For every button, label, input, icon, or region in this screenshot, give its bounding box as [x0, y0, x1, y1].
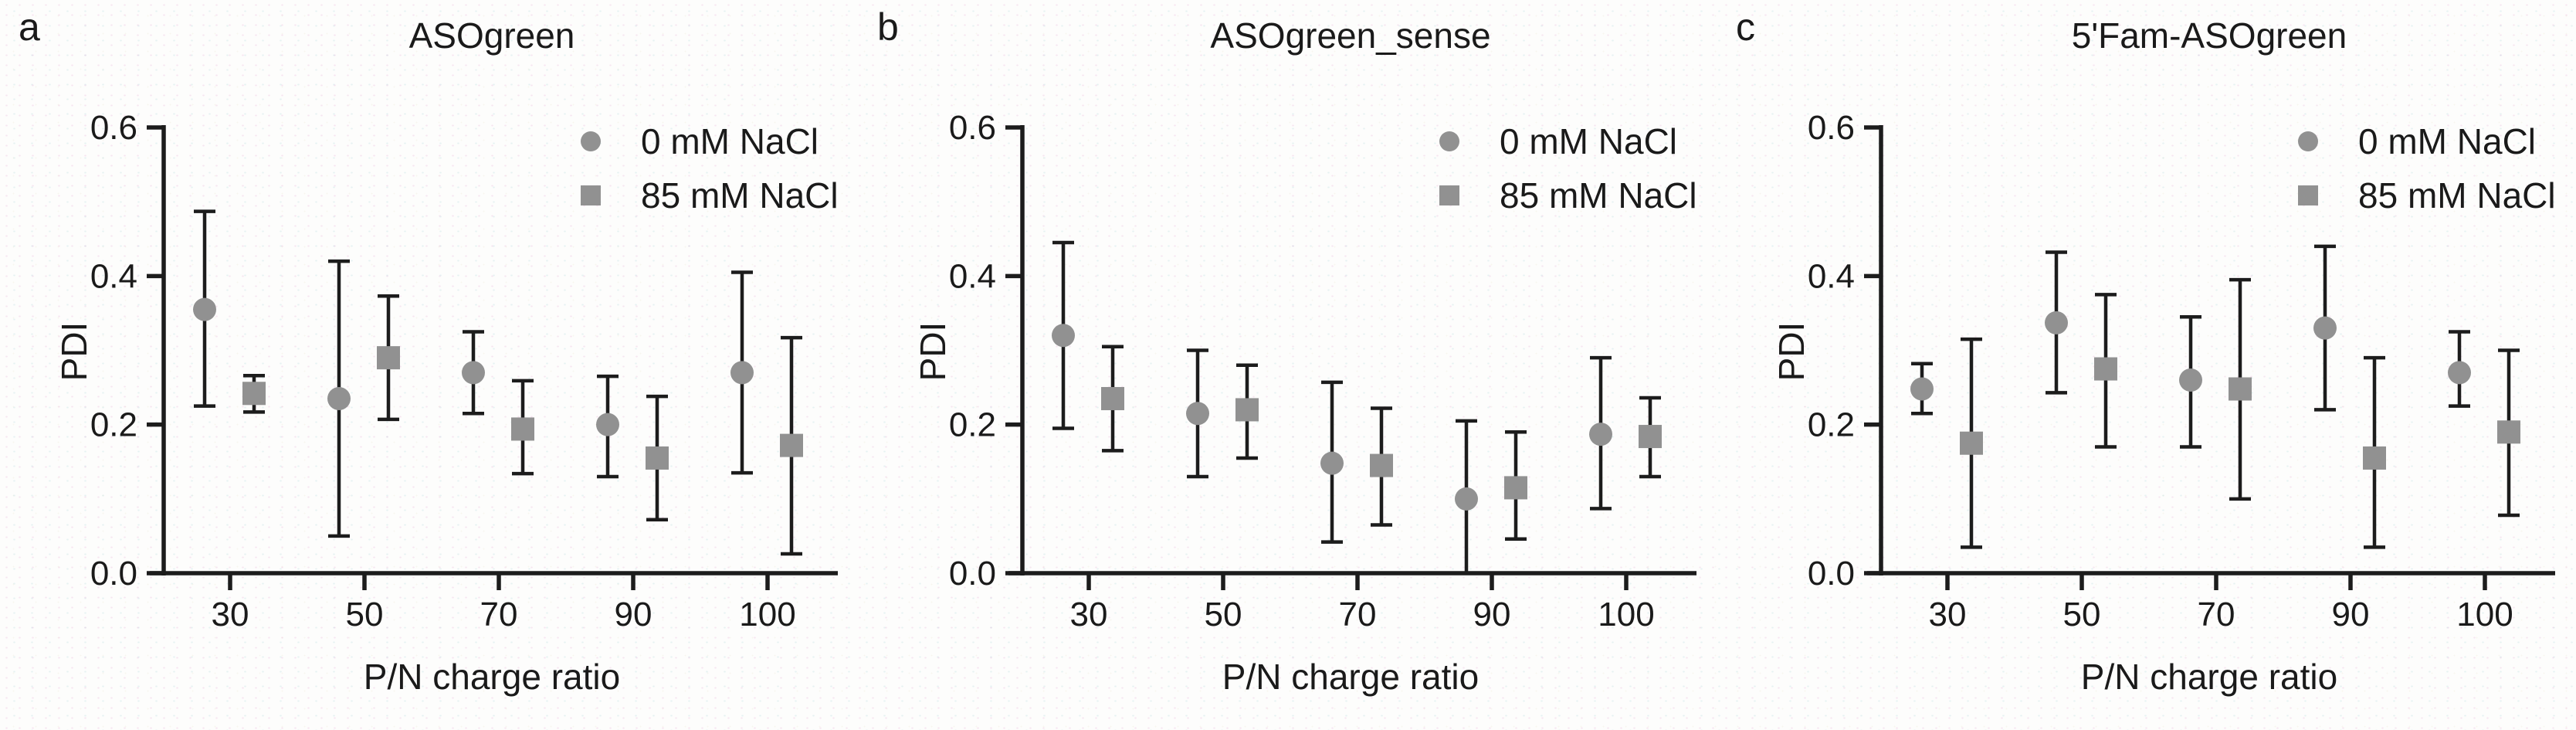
y-tick-label: 0.0	[90, 555, 137, 592]
data-point-square	[377, 346, 400, 370]
panel-letter-a: a	[19, 5, 40, 49]
data-point-square	[1639, 425, 1662, 449]
chart-title: ASOgreen_sense	[1210, 15, 1490, 56]
y-axis-label: PDI	[54, 322, 94, 382]
panel-letter-c: c	[1736, 5, 1755, 49]
legend-label: 85 mM NaCl	[2358, 175, 2556, 216]
y-tick-label: 0.2	[949, 406, 996, 444]
y-tick-label: 0.2	[1808, 406, 1855, 444]
legend-circle-marker	[581, 131, 601, 151]
data-point-circle	[1455, 487, 1478, 511]
data-point-circle	[1186, 402, 1209, 426]
data-point-square	[646, 446, 669, 470]
x-axis-label: P/N charge ratio	[364, 657, 620, 697]
x-tick-label: 90	[615, 596, 652, 633]
panel-b: b ASOgreen_sense 0.0 0.2 0.4 0.6 30 50 70 90 100 P…	[859, 0, 1717, 730]
x-tick-label: 100	[2456, 596, 2513, 633]
data-point-square	[2363, 446, 2386, 470]
y-tick-label: 0.6	[90, 109, 137, 147]
chart-svg-5fam-asogreen: 5'Fam-ASOgreen 0.0 0.2 0.4 0.6 30 50 70 90 100 P/N…	[1771, 15, 2556, 697]
y-tick-label: 0.6	[1808, 109, 1855, 147]
data-point-square	[2497, 420, 2520, 444]
legend-label: 0 mM NaCl	[1500, 121, 1677, 161]
data-point-square	[1370, 453, 1393, 477]
x-tick-label: 70	[1339, 596, 1377, 633]
chart-svg-asogreen-sense: ASOgreen_sense 0.0 0.2 0.4 0.6 30 50 70 90 100 P/N…	[913, 15, 1697, 697]
y-tick-label: 0.4	[90, 257, 137, 295]
legend-circle-marker	[1439, 131, 1459, 151]
x-tick-label: 30	[212, 596, 249, 633]
data-point-square	[1101, 387, 1124, 411]
data-point-square	[511, 417, 534, 441]
y-tick-label: 0.0	[1808, 555, 1855, 592]
data-point-circle	[327, 387, 351, 411]
panel-a: a ASOgreen 0.0 0.2 0.4 0.6 30 50 70 90 100 P/N cha…	[0, 0, 859, 730]
legend-label: 0 mM NaCl	[2358, 121, 2536, 161]
x-tick-label: 50	[1205, 596, 1242, 633]
x-tick-label: 90	[2332, 596, 2370, 633]
chart-title: 5'Fam-ASOgreen	[2072, 15, 2347, 56]
y-tick-label: 0.4	[1808, 257, 1855, 295]
data-point-square	[1960, 431, 1983, 455]
y-tick-label: 0.0	[949, 555, 996, 592]
data-point-square	[242, 382, 266, 406]
legend-square-marker	[581, 185, 601, 205]
data-point-circle	[1052, 324, 1075, 348]
panel-letter-b: b	[877, 5, 899, 49]
legend-label: 0 mM NaCl	[641, 121, 819, 161]
legend-square-marker	[2298, 185, 2318, 205]
x-axis-label: P/N charge ratio	[1222, 657, 1479, 697]
data-point-square	[2094, 357, 2117, 381]
x-tick-label: 30	[1070, 596, 1108, 633]
y-tick-label: 0.4	[949, 257, 996, 295]
data-point-circle	[2045, 311, 2068, 334]
data-point-circle	[1589, 423, 1612, 446]
data-point-circle	[1320, 451, 1344, 475]
legend-circle-marker	[2298, 131, 2318, 151]
data-point-circle	[1910, 377, 1934, 401]
x-tick-label: 50	[2063, 596, 2101, 633]
x-axis-label: P/N charge ratio	[2081, 657, 2337, 697]
data-point-square	[1504, 476, 1527, 500]
x-tick-label: 30	[1929, 596, 1967, 633]
y-tick-label: 0.2	[90, 406, 137, 444]
chart-title: ASOgreen	[409, 15, 575, 56]
data-point-circle	[193, 297, 216, 321]
data-point-square	[2229, 377, 2252, 401]
y-axis-label: PDI	[913, 322, 953, 382]
x-tick-label: 70	[480, 596, 518, 633]
panel-c: c 5'Fam-ASOgreen 0.0 0.2 0.4 0.6 30 50 70 90 100 P…	[1717, 0, 2576, 730]
x-tick-label: 100	[739, 596, 795, 633]
y-axis-label: PDI	[1771, 322, 1812, 382]
data-point-square	[780, 433, 803, 457]
data-point-circle	[2179, 368, 2202, 392]
x-tick-label: 70	[2198, 596, 2235, 633]
x-tick-label: 90	[1473, 596, 1511, 633]
data-point-circle	[2313, 316, 2337, 340]
data-point-square	[1235, 398, 1259, 422]
y-tick-label: 0.6	[949, 109, 996, 147]
legend-label: 85 mM NaCl	[641, 175, 839, 216]
data-point-circle	[462, 361, 485, 385]
chart-svg-asogreen: ASOgreen 0.0 0.2 0.4 0.6 30 50 70 90 100 P/N charg…	[54, 15, 839, 697]
data-point-circle	[730, 361, 754, 385]
data-point-circle	[2448, 361, 2471, 385]
legend-label: 85 mM NaCl	[1500, 175, 1697, 216]
x-tick-label: 100	[1598, 596, 1654, 633]
x-tick-label: 50	[346, 596, 384, 633]
data-point-circle	[596, 413, 619, 436]
legend-square-marker	[1439, 185, 1459, 205]
